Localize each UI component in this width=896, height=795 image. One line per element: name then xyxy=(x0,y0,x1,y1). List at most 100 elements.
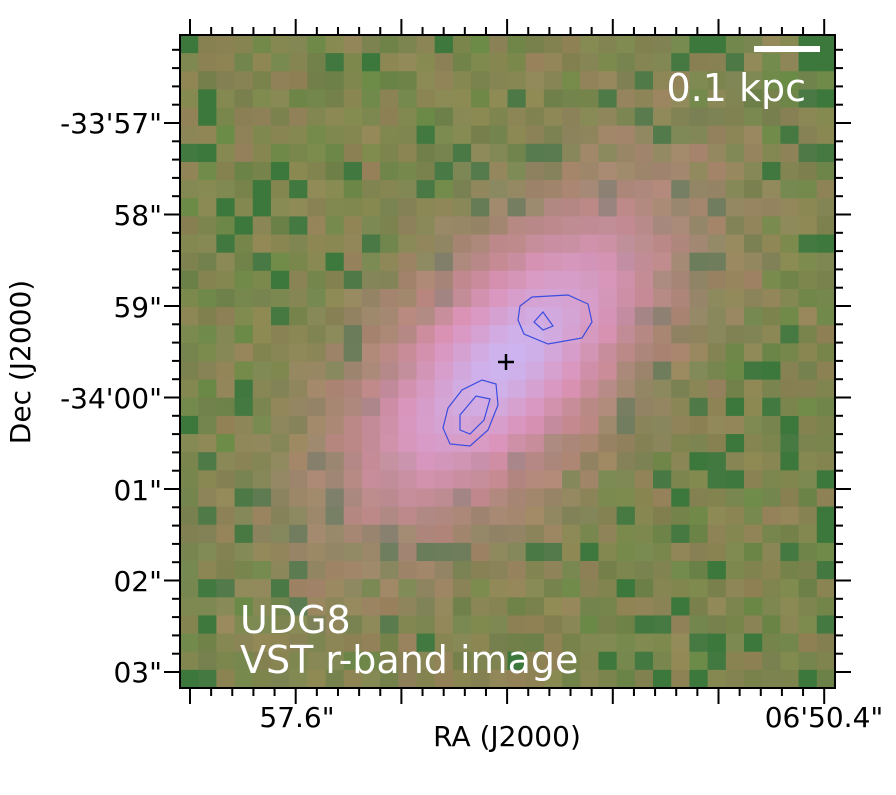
pixel xyxy=(707,615,727,635)
pixel xyxy=(798,107,818,127)
pixel xyxy=(507,379,527,399)
pixel xyxy=(725,89,745,109)
pixel xyxy=(307,379,327,399)
pixel xyxy=(198,452,217,471)
pixel xyxy=(725,143,745,163)
pixel xyxy=(471,524,490,544)
contour xyxy=(459,395,491,435)
pixel xyxy=(707,633,727,653)
pixel xyxy=(361,415,381,435)
pixel xyxy=(525,488,545,508)
pixel xyxy=(289,325,308,344)
pixel xyxy=(270,434,290,453)
pixel xyxy=(689,180,709,199)
pixel xyxy=(380,143,399,163)
pixel xyxy=(343,669,363,689)
pixel xyxy=(816,615,836,635)
pixel xyxy=(543,561,563,580)
pixel xyxy=(325,234,345,254)
pixel xyxy=(270,161,290,181)
pixel xyxy=(398,597,418,617)
pixel xyxy=(289,288,308,308)
pixel xyxy=(198,361,217,381)
pixel xyxy=(616,379,636,399)
pixel xyxy=(252,180,272,199)
pixel xyxy=(234,252,254,272)
pixel xyxy=(816,143,836,163)
pixel xyxy=(361,234,381,254)
pixel xyxy=(234,597,254,617)
pixel xyxy=(762,488,782,508)
pixel xyxy=(180,397,199,417)
pixel xyxy=(216,234,236,254)
pixel xyxy=(180,180,199,199)
pixel xyxy=(616,651,636,671)
pixel xyxy=(525,307,545,326)
pixel xyxy=(562,470,581,490)
pixel xyxy=(725,651,745,671)
pixel xyxy=(380,597,399,617)
pixel xyxy=(598,434,618,453)
pixel xyxy=(307,325,327,344)
pixel xyxy=(325,597,345,617)
pixel xyxy=(725,71,745,91)
pixel xyxy=(398,216,418,236)
pixel xyxy=(598,361,618,381)
pixel xyxy=(270,397,290,417)
pixel xyxy=(689,35,709,54)
pixel xyxy=(525,125,545,145)
pixel xyxy=(598,161,618,181)
pixel xyxy=(598,288,618,308)
pixel xyxy=(180,488,199,508)
pixel xyxy=(580,180,600,199)
pixel xyxy=(816,452,836,471)
pixel xyxy=(580,343,600,363)
pixel xyxy=(216,597,236,617)
pixel xyxy=(507,180,527,199)
pixel xyxy=(525,397,545,417)
pixel xyxy=(343,361,363,381)
pixel xyxy=(634,651,654,671)
pixel xyxy=(361,343,381,363)
pixel xyxy=(543,125,563,145)
pixel xyxy=(689,234,709,254)
pixel xyxy=(489,415,509,435)
pixel xyxy=(744,561,763,580)
pixel xyxy=(361,615,381,635)
pixel xyxy=(452,452,472,471)
pixel xyxy=(361,35,381,54)
pixel xyxy=(270,579,290,598)
pixel xyxy=(325,361,345,381)
pixel xyxy=(398,415,418,435)
pixel xyxy=(471,71,490,91)
pixel xyxy=(471,470,490,490)
pixel xyxy=(707,452,727,471)
pixel xyxy=(252,434,272,453)
pixel xyxy=(471,651,490,671)
pixel xyxy=(616,325,636,344)
pixel xyxy=(725,615,745,635)
pixel xyxy=(198,143,217,163)
pixel xyxy=(580,288,600,308)
pixel xyxy=(798,597,818,617)
pixel xyxy=(707,542,727,562)
pixel xyxy=(180,524,199,544)
pixel xyxy=(343,633,363,653)
pixel xyxy=(489,216,509,236)
pixel xyxy=(634,615,654,635)
pixel xyxy=(489,35,509,54)
pixel xyxy=(653,343,672,363)
pixel xyxy=(434,651,454,671)
pixel xyxy=(634,343,654,363)
pixel xyxy=(562,270,581,290)
pixel xyxy=(707,434,727,453)
pixel xyxy=(816,434,836,453)
pixel xyxy=(343,35,363,54)
pixel xyxy=(252,53,272,72)
pixel xyxy=(616,452,636,471)
y-tick-label: -34'00" xyxy=(60,382,162,415)
pixel xyxy=(543,597,563,617)
pixel xyxy=(744,325,763,344)
pixel xyxy=(325,452,345,471)
pixel xyxy=(707,71,727,91)
